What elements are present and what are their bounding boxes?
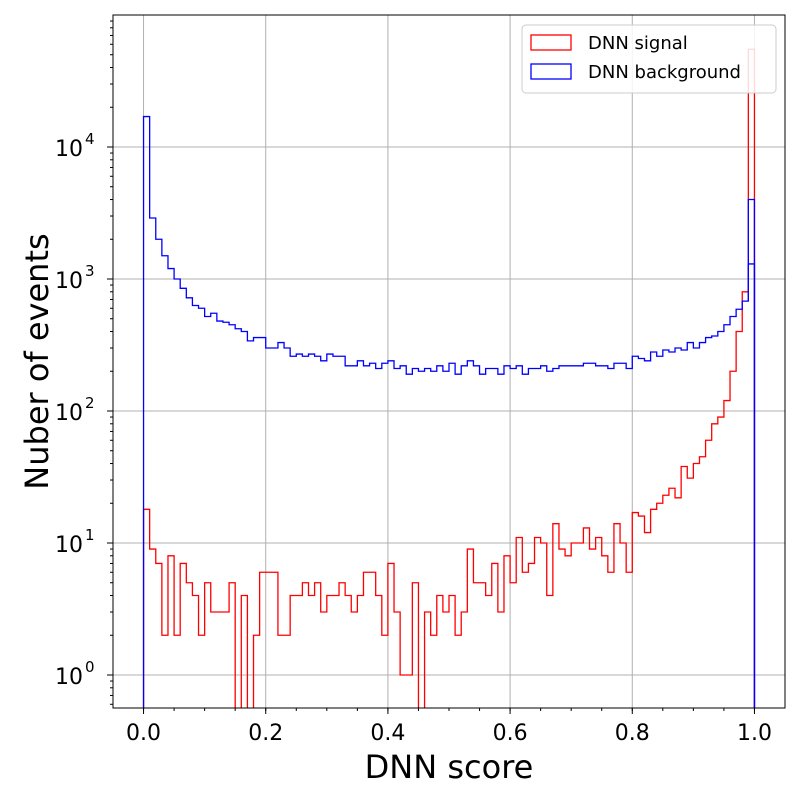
series-dnn-signal (142, 48, 756, 708)
spike (747, 198, 756, 708)
series-layer (142, 48, 756, 708)
y-tick-label: 10 (55, 533, 83, 558)
y-tick-exponent: 2 (85, 394, 95, 412)
y-tick-exponent: 0 (85, 658, 95, 676)
x-tick-label: 0.4 (370, 721, 405, 746)
x-tick-label: 0.0 (126, 721, 161, 746)
legend-swatch (530, 34, 572, 51)
y-axis-title: Nuber of events (18, 233, 56, 489)
series-dnn-background (142, 115, 756, 708)
x-axis-title: DNN score (365, 748, 534, 786)
x-tick-label: 0.2 (248, 721, 283, 746)
y-tick-label: 10 (55, 137, 83, 162)
y-tick-label: 10 (55, 401, 83, 426)
y-tick-exponent: 4 (85, 130, 95, 148)
x-axis: 0.0 0.2 0.4 0.6 0.8 1.0 (126, 708, 772, 746)
x-tick-label: 1.0 (737, 721, 772, 746)
y-tick-label: 10 (55, 665, 83, 690)
x-tick-label: 0.6 (493, 721, 528, 746)
legend-swatch (530, 63, 572, 80)
legend: DNN signal DNN background (521, 24, 777, 94)
y-tick-label: 10 (55, 269, 83, 294)
y-tick-exponent: 1 (85, 526, 95, 544)
x-tick-label: 0.8 (615, 721, 650, 746)
legend-label: DNN background (588, 62, 741, 83)
y-tick-exponent: 3 (85, 262, 95, 280)
legend-label: DNN signal (588, 33, 688, 54)
legend-box (521, 24, 777, 94)
